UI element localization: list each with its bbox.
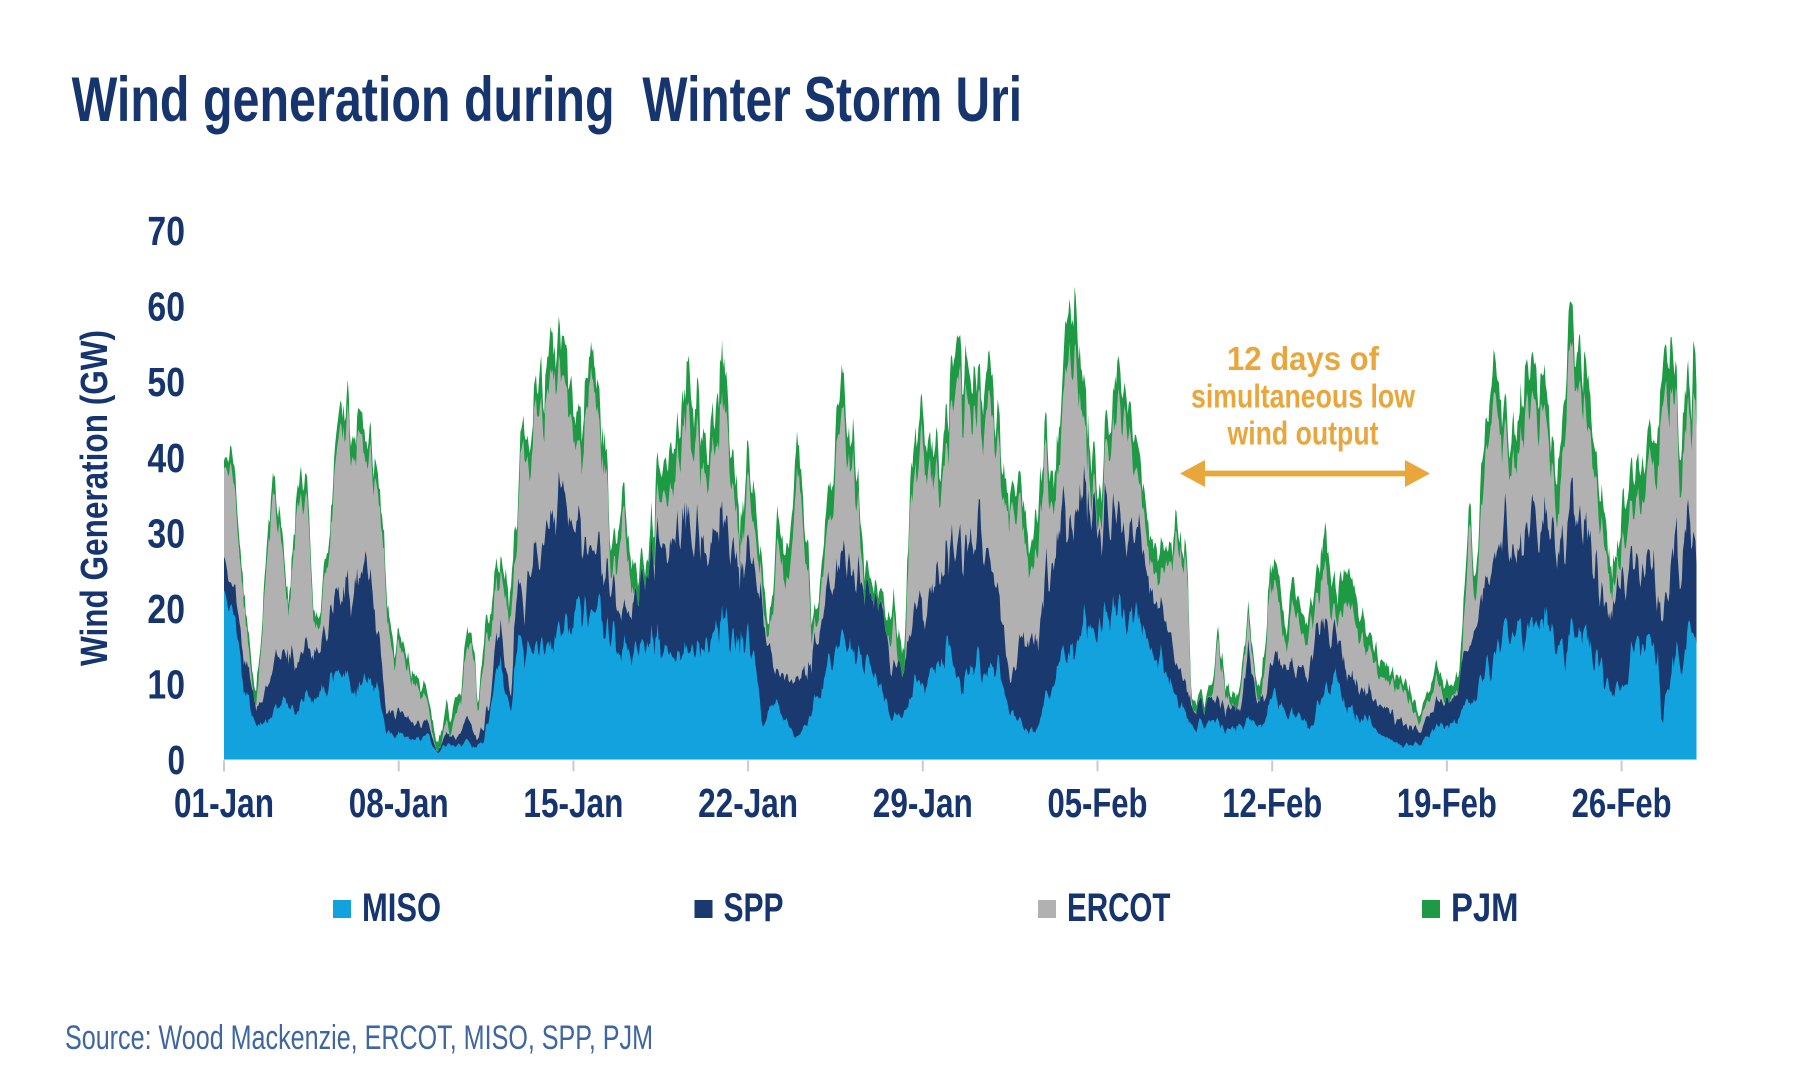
svg-text:MISO: MISO [362,886,441,930]
svg-text:22-Jan: 22-Jan [698,780,798,826]
svg-text:Source: Wood Mackenzie, ERCOT,: Source: Wood Mackenzie, ERCOT, MISO, SPP… [65,1019,653,1057]
svg-text:wind output: wind output [1227,415,1379,452]
svg-text:26-Feb: 26-Feb [1572,780,1672,826]
svg-text:40: 40 [147,435,185,481]
svg-text:60: 60 [147,284,185,330]
svg-text:12-Feb: 12-Feb [1222,780,1322,826]
svg-text:ERCOT: ERCOT [1067,886,1171,930]
svg-text:0: 0 [168,737,186,783]
svg-text:30: 30 [147,510,185,556]
svg-text:08-Jan: 08-Jan [349,780,449,826]
svg-text:12 days of: 12 days of [1227,340,1380,377]
svg-text:20: 20 [147,586,185,632]
svg-text:SPP: SPP [724,886,784,930]
svg-text:05-Feb: 05-Feb [1048,780,1148,826]
svg-text:29-Jan: 29-Jan [873,780,973,826]
svg-text:01-Jan: 01-Jan [174,780,274,826]
svg-text:10: 10 [147,661,185,707]
svg-text:Wind Generation (GW): Wind Generation (GW) [74,330,116,666]
svg-text:70: 70 [147,208,185,254]
svg-text:Winter Storm Uri: Winter Storm Uri [642,65,1022,135]
svg-text:Wind generation during: Wind generation during [72,65,615,135]
svg-text:PJM: PJM [1451,886,1519,930]
svg-text:50: 50 [147,359,185,405]
svg-text:19-Feb: 19-Feb [1397,780,1497,826]
svg-text:simultaneous low: simultaneous low [1191,377,1415,414]
svg-text:15-Jan: 15-Jan [523,780,623,826]
